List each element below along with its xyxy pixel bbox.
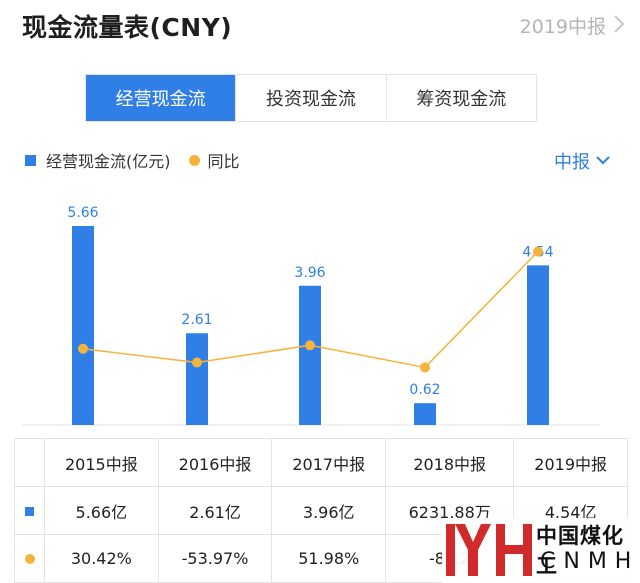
bar-value-label: 2.61 bbox=[181, 312, 212, 328]
page-title: 现金流量表(CNY) bbox=[22, 13, 233, 42]
yoy-cell: 30.42% bbox=[44, 534, 159, 583]
chart-bar bbox=[527, 265, 549, 425]
period-select[interactable]: 中报 bbox=[554, 152, 590, 173]
watermark-text: 中国煤化工 bbox=[536, 524, 624, 578]
chart-bar bbox=[72, 225, 94, 425]
yoy-point bbox=[305, 340, 315, 351]
yoy-cell: -53.97% bbox=[157, 534, 273, 583]
table-corner-cell bbox=[14, 438, 45, 487]
tab-operating-cashflow[interactable]: 经营现金流 bbox=[86, 75, 237, 121]
table-header-cell: 2016中报 bbox=[157, 438, 273, 487]
yoy-point bbox=[78, 343, 88, 354]
bar-legend-label: 经营现金流(亿元) bbox=[46, 152, 171, 171]
tab-investing-cashflow[interactable]: 投资现金流 bbox=[236, 75, 387, 121]
tab-financing-cashflow[interactable]: 筹资现金流 bbox=[416, 89, 507, 110]
watermark-subtext: CNMHG bbox=[540, 549, 640, 574]
line-series-icon bbox=[24, 554, 35, 564]
yoy-cell: 51.98% bbox=[271, 534, 387, 583]
bar-series-icon bbox=[25, 507, 34, 516]
table-header-cell: 2017中报 bbox=[271, 438, 387, 487]
header: 现金流量表(CNY) 2019中报 bbox=[0, 0, 640, 50]
bar-legend-icon bbox=[25, 154, 36, 166]
chart-bar bbox=[414, 403, 436, 425]
table-header-cell: 2018中报 bbox=[385, 438, 515, 487]
bar-value-label: 0.62 bbox=[409, 382, 440, 398]
period-link[interactable]: 2019中报 bbox=[519, 16, 606, 38]
table-header-cell: 2019中报 bbox=[513, 438, 628, 487]
bar-series-icon-cell bbox=[14, 486, 45, 535]
line-series-icon-cell bbox=[14, 534, 45, 583]
watermark: 中国煤化工 CNMHG bbox=[442, 518, 640, 583]
cashflow-tabs: 经营现金流 投资现金流 筹资现金流 bbox=[85, 74, 537, 122]
yoy-point bbox=[192, 357, 202, 368]
table-header-cell: 2015中报 bbox=[44, 438, 159, 487]
chart-bar bbox=[299, 285, 321, 425]
bar-value-label: 3.96 bbox=[294, 265, 325, 281]
line-legend-icon bbox=[188, 154, 200, 166]
table-cell: 2.61亿 bbox=[157, 486, 273, 535]
cashflow-chart: 5.662.613.960.624.54 bbox=[22, 205, 600, 426]
table-header-row: 2015中报 2016中报 2017中报 2018中报 2019中报 bbox=[14, 438, 628, 487]
table-cell: 3.96亿 bbox=[271, 486, 387, 535]
chart-legend: 经营现金流(亿元) 同比 bbox=[25, 148, 240, 172]
chevron-down-icon[interactable] bbox=[594, 152, 612, 168]
yoy-point bbox=[420, 362, 430, 373]
chart-bar bbox=[186, 333, 208, 425]
chevron-right-icon[interactable] bbox=[612, 13, 626, 35]
bar-value-label: 5.66 bbox=[67, 205, 98, 221]
table-cell: 5.66亿 bbox=[44, 486, 159, 535]
watermark-logo-icon bbox=[446, 524, 532, 576]
yoy-point bbox=[533, 246, 543, 257]
line-legend-label: 同比 bbox=[207, 152, 240, 171]
